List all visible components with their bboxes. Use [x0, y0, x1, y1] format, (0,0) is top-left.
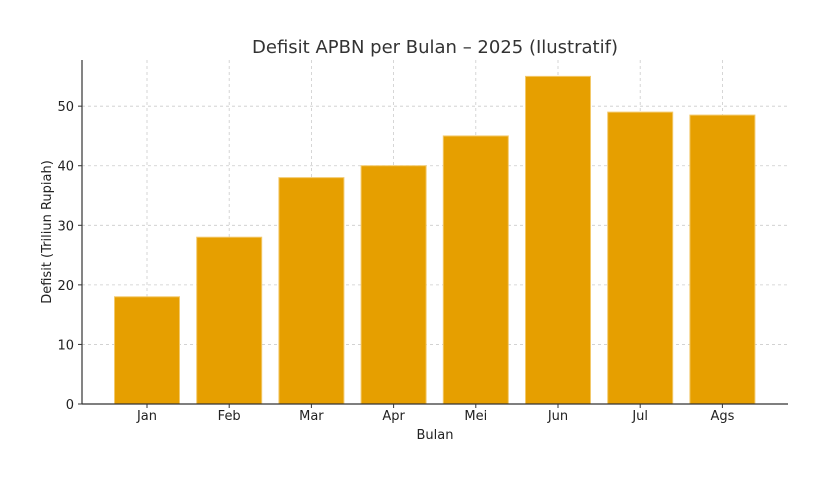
x-ticks: Jan Feb Mar Apr Mei Jun Jul Ags — [136, 404, 735, 424]
x-tick-label: Apr — [382, 409, 405, 424]
y-axis-label: Defisit (Triliun Rupiah) — [40, 160, 55, 304]
x-tick-label: Mei — [464, 409, 487, 424]
x-tick-label: Jan — [136, 409, 157, 424]
bar-ags — [689, 114, 756, 405]
y-tick-label: 10 — [57, 338, 74, 353]
y-tick-label: 30 — [57, 219, 74, 234]
x-tick-label: Feb — [218, 409, 241, 424]
bar-jan — [114, 296, 180, 405]
x-tick-label: Jun — [547, 409, 568, 424]
y-tick-label: 40 — [57, 160, 74, 175]
grid-lines — [82, 60, 788, 404]
bar-mei — [442, 135, 509, 405]
bar-jun — [525, 75, 591, 405]
bar-apr — [360, 165, 427, 405]
x-tick-label: Mar — [299, 409, 324, 424]
bar-mar — [278, 177, 345, 405]
y-tick-label: 50 — [57, 100, 74, 115]
x-axis-label: Bulan — [417, 428, 454, 443]
bar-jul — [607, 111, 674, 405]
y-tick-label: 0 — [66, 398, 74, 413]
bar-feb — [196, 236, 263, 405]
x-tick-label: Jul — [631, 409, 648, 424]
axes — [81, 60, 788, 405]
x-tick-label: Ags — [710, 409, 734, 424]
y-tick-label: 20 — [57, 279, 74, 294]
chart-title: Defisit APBN per Bulan – 2025 (Ilustrati… — [252, 37, 618, 58]
bars — [114, 75, 756, 405]
y-ticks: 0 10 20 30 40 50 — [57, 100, 82, 413]
